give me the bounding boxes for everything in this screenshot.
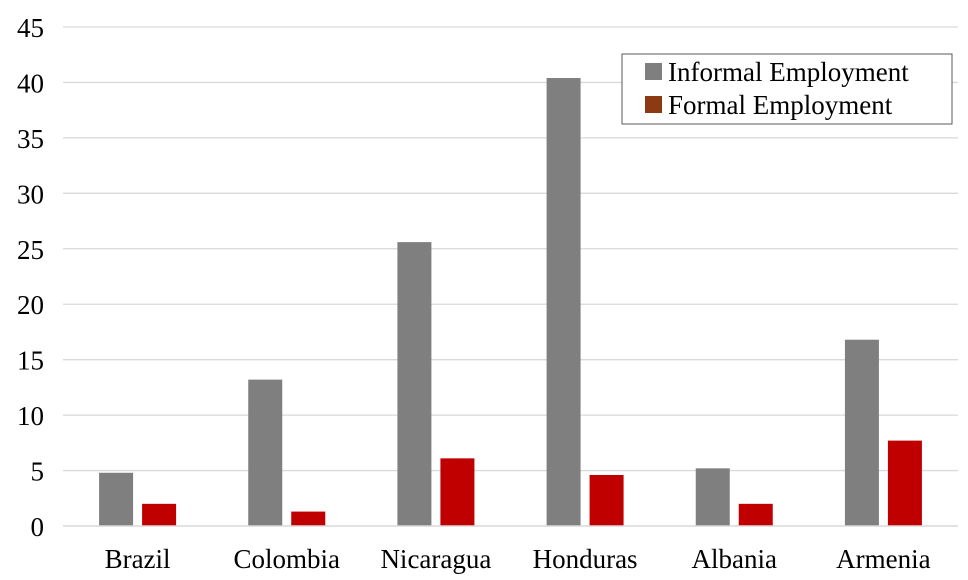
legend-box xyxy=(621,53,953,125)
legend: Informal Employment Formal Employment xyxy=(621,53,953,125)
y-tick-label-15: 15 xyxy=(17,346,44,376)
y-tick-label-20: 20 xyxy=(17,290,44,320)
y-axis-tick-labels: 0 5 10 15 20 25 30 35 40 45 xyxy=(17,13,44,542)
bar-informal-employment-albania xyxy=(695,468,730,526)
bar-informal-employment-honduras xyxy=(546,78,581,527)
gridlines xyxy=(63,26,958,472)
legend-label-informal-employment: Informal Employment xyxy=(668,57,909,87)
x-tick-label-armenia: Armenia xyxy=(836,544,930,574)
y-tick-label-45: 45 xyxy=(17,13,44,43)
bar-formal-employment-armenia xyxy=(887,440,922,526)
bar-informal-employment-armenia xyxy=(844,339,879,526)
bar-formal-employment-honduras xyxy=(589,474,624,526)
y-tick-label-35: 35 xyxy=(17,124,44,154)
bars xyxy=(99,78,922,527)
y-tick-label-0: 0 xyxy=(31,512,45,542)
legend-swatch-formal-employment xyxy=(645,96,662,113)
x-axis-category-labels: Brazil Colombia Nicaragua Honduras Albania Ar… xyxy=(105,544,931,574)
x-tick-label-brazil: Brazil xyxy=(105,544,171,574)
bar-formal-employment-colombia xyxy=(291,511,326,526)
x-tick-label-albania: Albania xyxy=(692,544,777,574)
y-tick-label-30: 30 xyxy=(17,179,44,209)
bar-informal-employment-nicaragua xyxy=(397,242,432,526)
x-tick-label-honduras: Honduras xyxy=(533,544,638,574)
bar-formal-employment-nicaragua xyxy=(440,458,475,526)
y-tick-label-25: 25 xyxy=(17,235,44,265)
y-tick-label-40: 40 xyxy=(17,68,44,98)
bar-formal-employment-brazil xyxy=(142,503,177,526)
bar-informal-employment-colombia xyxy=(248,379,283,526)
x-tick-label-nicaragua: Nicaragua xyxy=(380,544,491,574)
y-tick-label-10: 10 xyxy=(17,401,44,431)
x-tick-label-colombia: Colombia xyxy=(234,544,341,574)
bar-informal-employment-brazil xyxy=(99,472,134,526)
y-tick-label-5: 5 xyxy=(31,457,45,487)
legend-swatch-informal-employment xyxy=(645,63,662,80)
legend-label-formal-employment: Formal Employment xyxy=(668,90,893,120)
bar-formal-employment-albania xyxy=(738,503,773,526)
